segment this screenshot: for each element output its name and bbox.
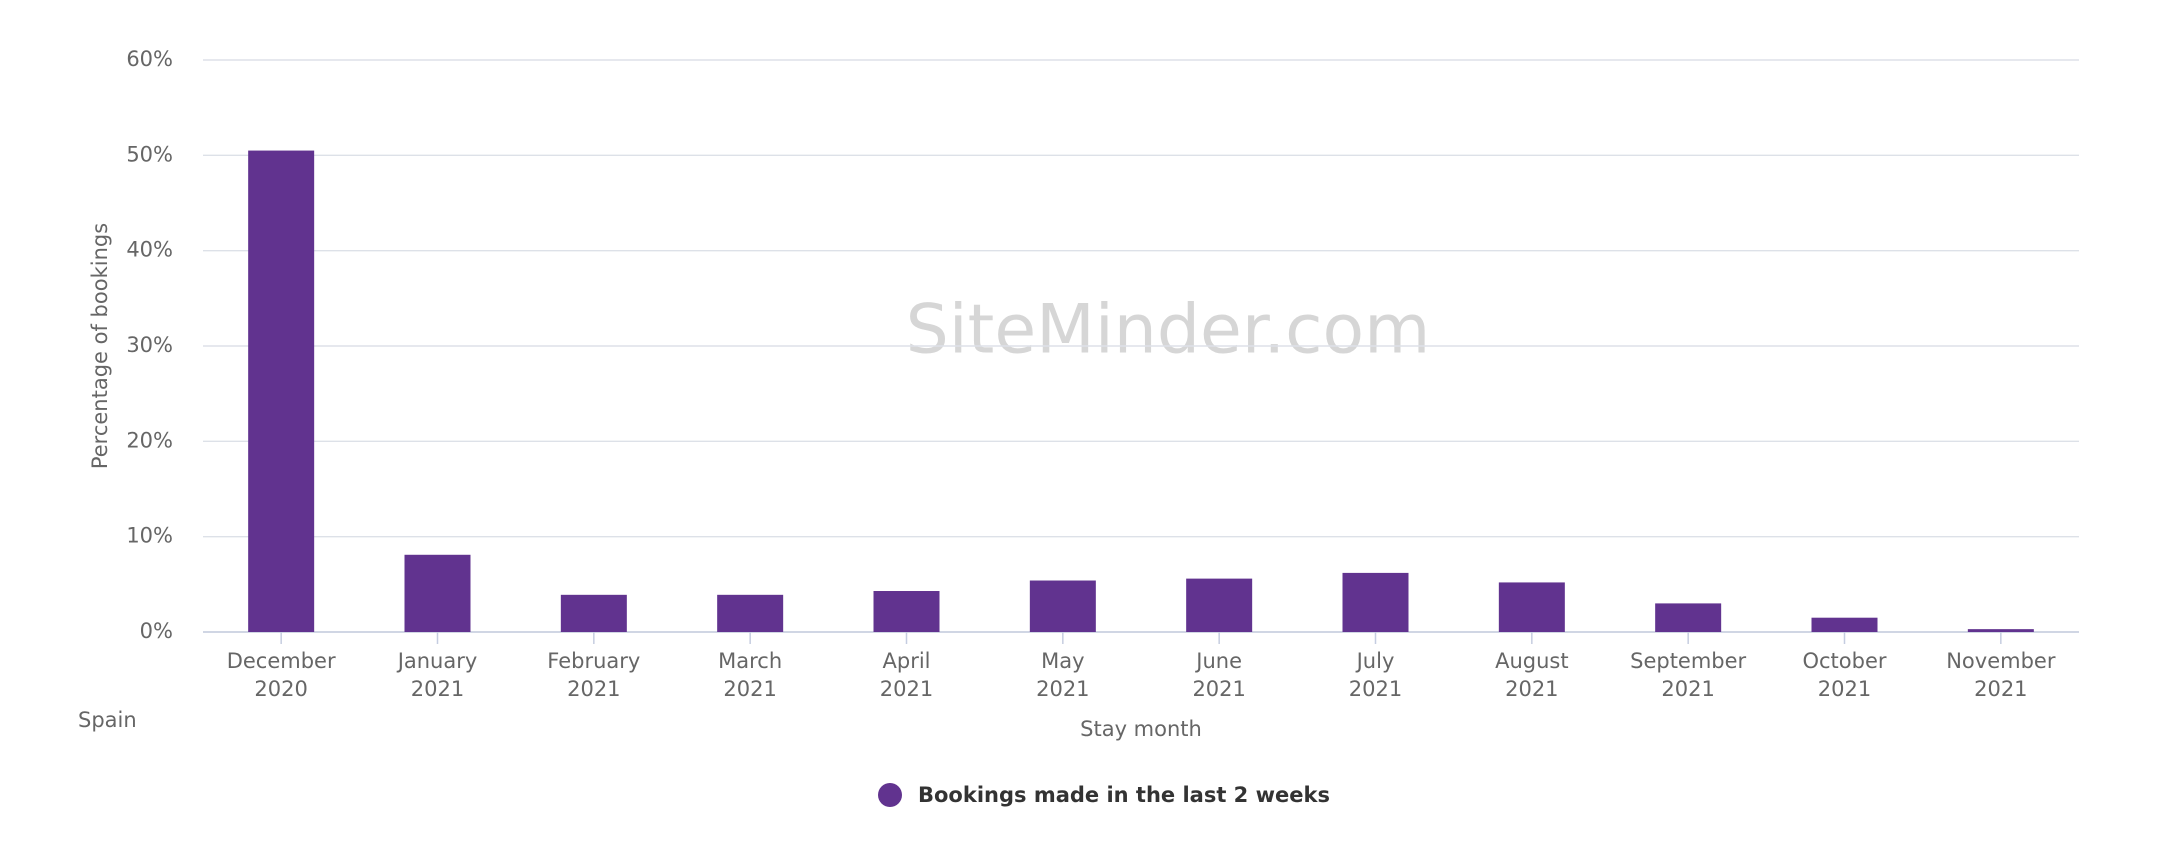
bar [1342, 572, 1409, 632]
bar [873, 591, 940, 632]
x-tick-label: September 2021 [1630, 649, 1747, 701]
x-tick-label: February 2021 [547, 649, 641, 701]
y-axis-title: Percentage of bookings [88, 223, 112, 469]
x-tick-label: January 2021 [397, 649, 478, 701]
bar [1186, 578, 1253, 632]
y-tick-label: 40% [126, 238, 173, 262]
region-label: Spain [78, 708, 137, 732]
bar [1967, 629, 2034, 632]
y-tick-label: 60% [126, 47, 173, 71]
bar [404, 554, 471, 632]
x-tick-label: July 2021 [1348, 649, 1403, 701]
bar [1498, 582, 1565, 632]
x-tick-label: March 2021 [718, 649, 783, 701]
legend-label: Bookings made in the last 2 weeks [918, 783, 1330, 807]
x-tick-label: May 2021 [1036, 649, 1090, 701]
bar [248, 150, 315, 633]
y-tick-label: 50% [126, 142, 173, 166]
bar [560, 594, 627, 632]
x-tick-label: October 2021 [1802, 649, 1887, 701]
x-axis-title: Stay month [1080, 717, 1202, 741]
bar [1029, 580, 1096, 632]
y-tick-label: 0% [140, 619, 173, 643]
x-tick-label: November 2021 [1946, 649, 2056, 701]
y-tick-label: 20% [126, 428, 173, 452]
watermark: SiteMinder.com [906, 291, 1431, 370]
x-tick-label: December 2020 [226, 649, 336, 701]
bar [1655, 603, 1722, 632]
y-tick-label: 10% [126, 524, 173, 548]
legend-marker [878, 783, 902, 807]
x-tick-label: June 2021 [1192, 649, 1246, 701]
x-tick-label: August 2021 [1495, 649, 1569, 701]
y-tick-label: 30% [126, 333, 173, 357]
bar [1811, 617, 1878, 632]
x-tick-label: April 2021 [879, 649, 934, 701]
bar [717, 594, 784, 632]
